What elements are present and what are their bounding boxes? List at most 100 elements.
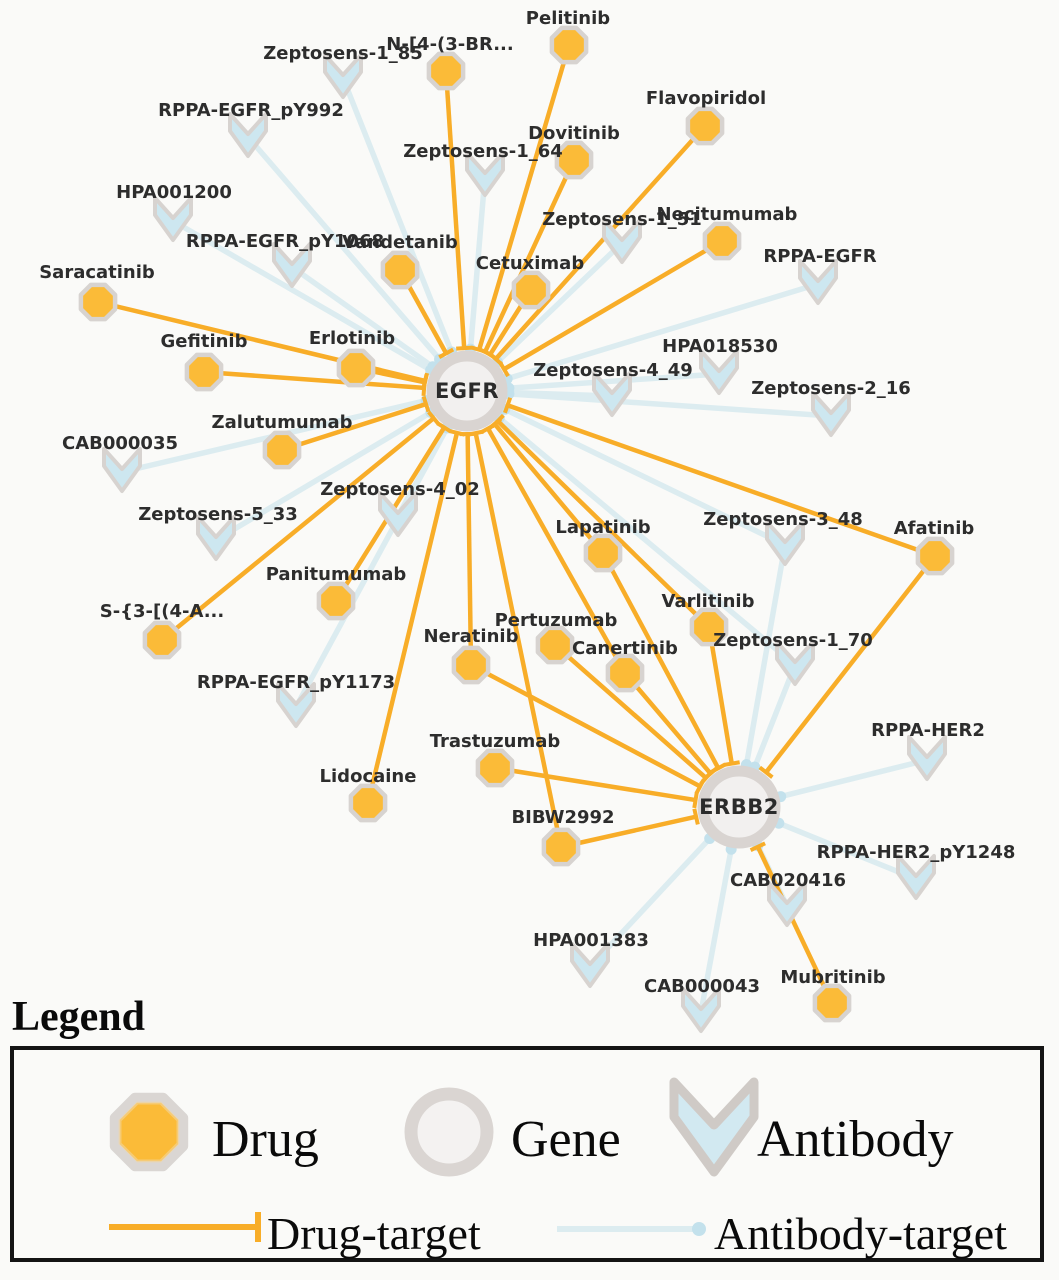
node-label-saracatinib: Saracatinib (39, 262, 155, 283)
drug-target-edge-zalutumumab-egfr (281, 401, 427, 453)
node-label-cetuximab: Cetuximab (476, 253, 585, 274)
drug-node-flavopiridol (685, 106, 725, 146)
drug-target-edge-pertuzumab-erbb2 (553, 643, 708, 780)
node-label-zeptosens-5-33: Zeptosens-5_33 (138, 504, 298, 525)
antibody-node-rppa-her2-py1248 (896, 854, 936, 900)
node-label-dovitinib: Dovitinib (528, 123, 620, 144)
drug-edge-tee-marker (467, 429, 484, 437)
nodes (78, 25, 955, 1033)
drug-edge-tee-marker (421, 395, 431, 413)
drug-node-neratinib (451, 645, 491, 685)
antibody-node-zeptosens-4-02 (378, 491, 418, 537)
node-label-panitumumab: Panitumumab (266, 564, 407, 585)
drug-node-zalutumumab (262, 430, 302, 470)
node-label-rppa-egfr-py1173: RPPA-EGFR_pY1173 (197, 672, 395, 693)
antibody-chevron-icon (669, 1077, 759, 1177)
drug-target-edge-afatinib-erbb2 (764, 554, 937, 774)
drug-edge-tee-marker (692, 808, 700, 825)
antibody-target-edge-hpa001200-egfr (171, 218, 433, 373)
antibody-node-hpa018530 (699, 349, 739, 395)
antibody-target-line-icon (557, 1222, 706, 1236)
drug-node-canertinib (605, 653, 645, 693)
antibody-node-cab000043 (681, 987, 721, 1033)
node-label-bibw2992: BIBW2992 (511, 807, 614, 828)
antibody-target-edge-rppa-egfr-py992-egfr (245, 135, 442, 361)
drug-target-line-icon (109, 1212, 261, 1242)
drug-node-lidocaine (348, 783, 388, 823)
drug-target-edge-lidocaine-egfr (365, 432, 460, 804)
antibody-node-hpa001383 (570, 942, 610, 988)
drug-target-edge-neratinib-erbb2 (469, 663, 702, 789)
antibody-node-zeptosens-3-48 (765, 520, 805, 566)
gene-circle-icon (404, 1087, 494, 1177)
node-label-zeptosens-1-85: Zeptosens-1_85 (263, 43, 423, 64)
antibody-target-edge-zeptosens-5-33-egfr (214, 410, 433, 543)
antibody-node-rppa-egfr-py1173 (276, 682, 316, 728)
legend-box: Drug Gene Antibody Drug-target Antibody-… (10, 1046, 1044, 1262)
node-label-hpa001200: HPA001200 (116, 182, 232, 203)
drug-node-trastuzumab (475, 748, 515, 788)
node-label-rppa-her2: RPPA-HER2 (871, 720, 985, 741)
drug-node-varlitinib (689, 607, 729, 647)
drug-edge-tee-marker (498, 361, 510, 378)
node-label-pelitinib: Pelitinib (526, 8, 610, 29)
drug-edge-tee-marker (421, 374, 429, 391)
antibody-node-rppa-egfr-py992 (228, 112, 268, 158)
antibody-target-edge-zeptosens-1-51-egfr (495, 241, 624, 364)
node-label-mubritinib: Mubritinib (780, 967, 885, 988)
drug-node-saracatinib (78, 282, 118, 322)
node-label-zeptosens-4-49: Zeptosens-4_49 (533, 360, 693, 381)
node-label-n-4-3-br: N-[4-(3-BR... (386, 34, 513, 55)
antibody-target-edge-cab000043-erbb2 (698, 848, 734, 1013)
antibody-node-zeptosens-1-51 (602, 218, 642, 264)
drug-target-edge-lapatinib-egfr (492, 422, 605, 555)
node-label-rppa-egfr-py992: RPPA-EGFR_pY992 (158, 100, 344, 121)
node-label-cab000043: CAB000043 (644, 976, 760, 997)
drug-target-edge-canertinib-egfr (486, 427, 627, 675)
drug-edge-tee-marker (723, 760, 740, 767)
antibody-node-rppa-her2 (907, 735, 947, 781)
antibody-node-zeptosens-5-33 (196, 515, 236, 561)
drug-target-edge-trastuzumab-erbb2 (494, 765, 696, 803)
antibody-node-zeptosens-2-16 (811, 391, 851, 437)
antibody-target-edge-rppa-egfr-py1068-egfr (290, 264, 435, 369)
drug-node-s-3-4-a (142, 620, 182, 660)
drug-target-edge-lapatinib-erbb2 (601, 551, 721, 770)
gene-label-egfr: EGFR (435, 379, 499, 403)
antibody-node-cab020416 (767, 881, 807, 927)
node-label-lapatinib: Lapatinib (555, 517, 650, 538)
drug-node-bibw2992 (541, 827, 581, 867)
node-label-canertinib: Canertinib (572, 638, 678, 659)
drug-edge-tee-marker (758, 765, 774, 779)
antibody-node-zeptosens-1-85 (323, 53, 363, 99)
legend-title: Legend (12, 994, 146, 1040)
drug-node-pelitinib (549, 25, 589, 65)
node-label-flavopiridol: Flavopiridol (646, 88, 766, 109)
drug-target-edge-varlitinib-egfr (496, 419, 711, 629)
drug-target-edge-necitumumab-egfr (502, 239, 724, 372)
drug-octagon-icon (109, 1092, 189, 1172)
node-labels: EGFR ERBB2 Pelitinib N-[4-(3-BR... Flavopiri… (39, 8, 1015, 997)
antibody-target-edge-rppa-egfr-py1173-egfr (293, 426, 450, 709)
node-label-hpa018530: HPA018530 (662, 336, 778, 357)
antibody-target-edge-zeptosens-1-64-egfr (467, 175, 488, 350)
node-label-lidocaine: Lidocaine (320, 766, 417, 787)
node-label-rppa-egfr-py1068: RPPA-EGFR_pY1068 (186, 231, 384, 252)
drug-node-gefitinib (184, 352, 224, 392)
antibody-target-edge-rppa-her2-py1248-erbb2 (777, 820, 918, 882)
drug-target-edge-dovitinib-egfr (483, 159, 577, 353)
node-label-necitumumab: Necitumumab (657, 204, 798, 225)
drug-target-edge-flavopiridol-egfr (494, 124, 707, 361)
node-label-zeptosens-1-64: Zeptosens-1_64 (403, 141, 563, 162)
drug-target-edge-gefitinib-egfr (203, 369, 425, 391)
gene-node-erbb2 (697, 765, 781, 849)
drug-target-edge-bibw2992-erbb2 (560, 814, 697, 850)
drug-edge-tee-marker (749, 841, 766, 852)
drug-node-afatinib (915, 536, 955, 576)
node-label-rppa-egfr: RPPA-EGFR (763, 246, 876, 267)
drug-target-edge-neratinib-egfr (465, 433, 474, 666)
node-label-afatinib: Afatinib (894, 518, 975, 539)
node-label-gefitinib: Gefitinib (161, 331, 248, 352)
antibody-node-zeptosens-4-49 (592, 371, 632, 417)
node-label-neratinib: Neratinib (424, 626, 519, 647)
